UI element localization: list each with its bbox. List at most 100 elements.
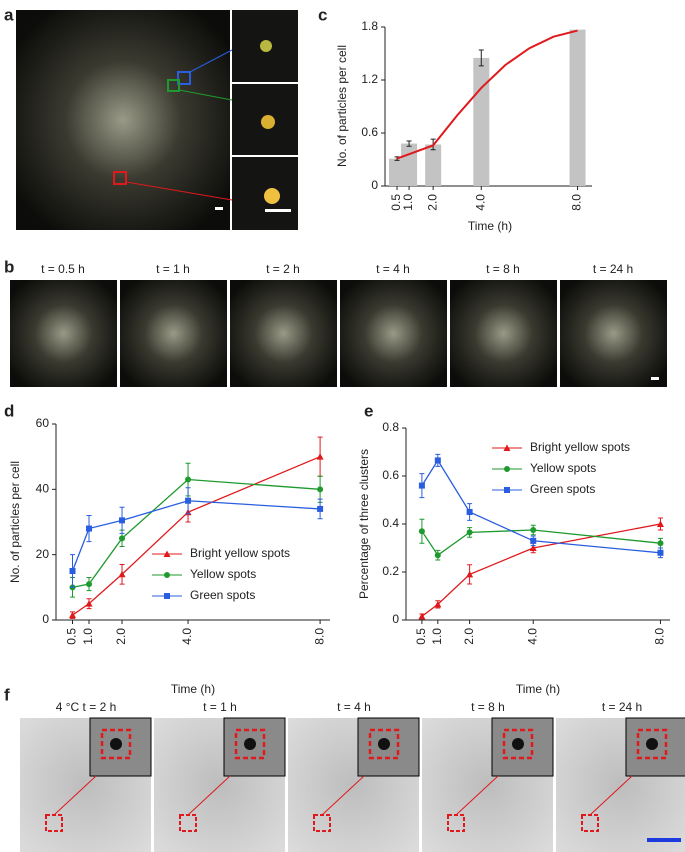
marker xyxy=(163,550,171,557)
y-tick-label: 0 xyxy=(392,612,399,626)
marker xyxy=(529,544,537,551)
y-axis-title: Percentage of three clusters xyxy=(357,449,371,599)
particle xyxy=(512,738,524,750)
x-axis-title: Time (h) xyxy=(468,219,512,233)
x-tick-label: 1.0 xyxy=(401,194,415,211)
panel-label: a xyxy=(4,5,14,24)
roi-box xyxy=(167,79,180,92)
micrograph xyxy=(340,280,447,387)
x-tick-label: 8.0 xyxy=(570,194,584,211)
x-tick-label: 1.0 xyxy=(430,628,444,645)
panel-label: e xyxy=(364,401,373,420)
fit-curve xyxy=(396,29,578,160)
particle xyxy=(264,188,280,204)
marker xyxy=(434,600,442,608)
marker xyxy=(119,517,126,524)
scale-bar xyxy=(651,377,659,380)
marker xyxy=(466,570,474,578)
legend-label: Bright yellow spots xyxy=(530,440,630,454)
roi-box xyxy=(234,728,266,760)
marker xyxy=(418,528,425,535)
scale-bar xyxy=(215,207,223,210)
marker xyxy=(317,505,324,512)
y-tick-label: 40 xyxy=(36,482,50,496)
connector xyxy=(455,775,499,816)
marker xyxy=(656,520,664,527)
y-axis-title: No. of particles per cell xyxy=(8,461,22,583)
x-tick-label: 2.0 xyxy=(425,194,439,211)
micrograph xyxy=(450,280,557,387)
particle xyxy=(260,40,272,52)
panel-label: b xyxy=(4,257,14,276)
connector xyxy=(187,775,231,816)
series-line xyxy=(421,523,661,617)
time-caption: t = 1 h xyxy=(203,700,237,714)
x-axis-title: Time (h) xyxy=(171,682,215,696)
y-tick-label: 1.2 xyxy=(361,72,378,86)
roi-box xyxy=(502,728,534,760)
x-tick-label: 2.0 xyxy=(114,628,128,645)
connector xyxy=(589,775,633,816)
marker xyxy=(530,537,537,544)
marker xyxy=(418,612,426,620)
marker xyxy=(657,540,664,547)
marker xyxy=(69,568,76,574)
y-tick-label: 0 xyxy=(371,178,378,192)
roi-box xyxy=(177,71,191,85)
axis xyxy=(405,428,670,621)
marker xyxy=(85,600,93,607)
marker xyxy=(119,535,126,542)
micrograph xyxy=(16,10,230,230)
marker xyxy=(504,487,510,493)
marker xyxy=(434,552,441,559)
marker xyxy=(434,457,441,464)
scale-bar xyxy=(647,838,681,842)
bar xyxy=(425,144,442,186)
time-caption: 4 °C t = 2 h xyxy=(56,700,117,714)
x-tick-label: 0.5 xyxy=(65,628,79,645)
y-tick-label: 0 xyxy=(42,612,49,626)
particle xyxy=(378,738,390,750)
marker xyxy=(69,611,77,619)
roi-box xyxy=(368,728,400,760)
connector xyxy=(178,89,233,101)
micrograph xyxy=(230,280,337,387)
time-caption: t = 24 h xyxy=(602,700,642,714)
legend-label: Yellow spots xyxy=(190,567,256,581)
marker xyxy=(466,529,473,536)
marker xyxy=(317,486,324,493)
connector xyxy=(53,775,97,816)
error-bar xyxy=(478,49,484,67)
legend-label: Green spots xyxy=(530,482,595,496)
x-tick-label: 0.5 xyxy=(414,628,428,645)
panel-label: d xyxy=(4,401,14,420)
legend-label: Bright yellow spots xyxy=(190,546,290,560)
x-tick-label: 0.5 xyxy=(389,194,403,211)
x-axis-title: Time (h) xyxy=(516,682,560,696)
marker xyxy=(185,497,192,504)
y-tick-label: 60 xyxy=(36,416,50,430)
x-tick-label: 4.0 xyxy=(525,628,539,645)
particle xyxy=(110,738,122,750)
time-caption: t = 1 h xyxy=(156,262,190,276)
x-tick-label: 1.0 xyxy=(81,628,95,645)
marker xyxy=(185,476,192,483)
marker xyxy=(418,482,425,489)
panel-label: c xyxy=(318,5,327,24)
marker xyxy=(503,444,511,451)
series-line xyxy=(421,529,661,557)
marker xyxy=(316,453,324,460)
x-tick-label: 8.0 xyxy=(312,628,326,645)
marker xyxy=(164,572,170,578)
micrograph xyxy=(560,280,667,387)
series-line xyxy=(71,500,321,572)
bar xyxy=(389,158,406,186)
bar xyxy=(473,57,490,186)
y-tick-label: 20 xyxy=(36,547,50,561)
particle xyxy=(244,738,256,750)
time-caption: t = 2 h xyxy=(266,262,300,276)
error-bar xyxy=(406,140,412,147)
time-caption: t = 8 h xyxy=(486,262,520,276)
marker xyxy=(466,509,473,515)
